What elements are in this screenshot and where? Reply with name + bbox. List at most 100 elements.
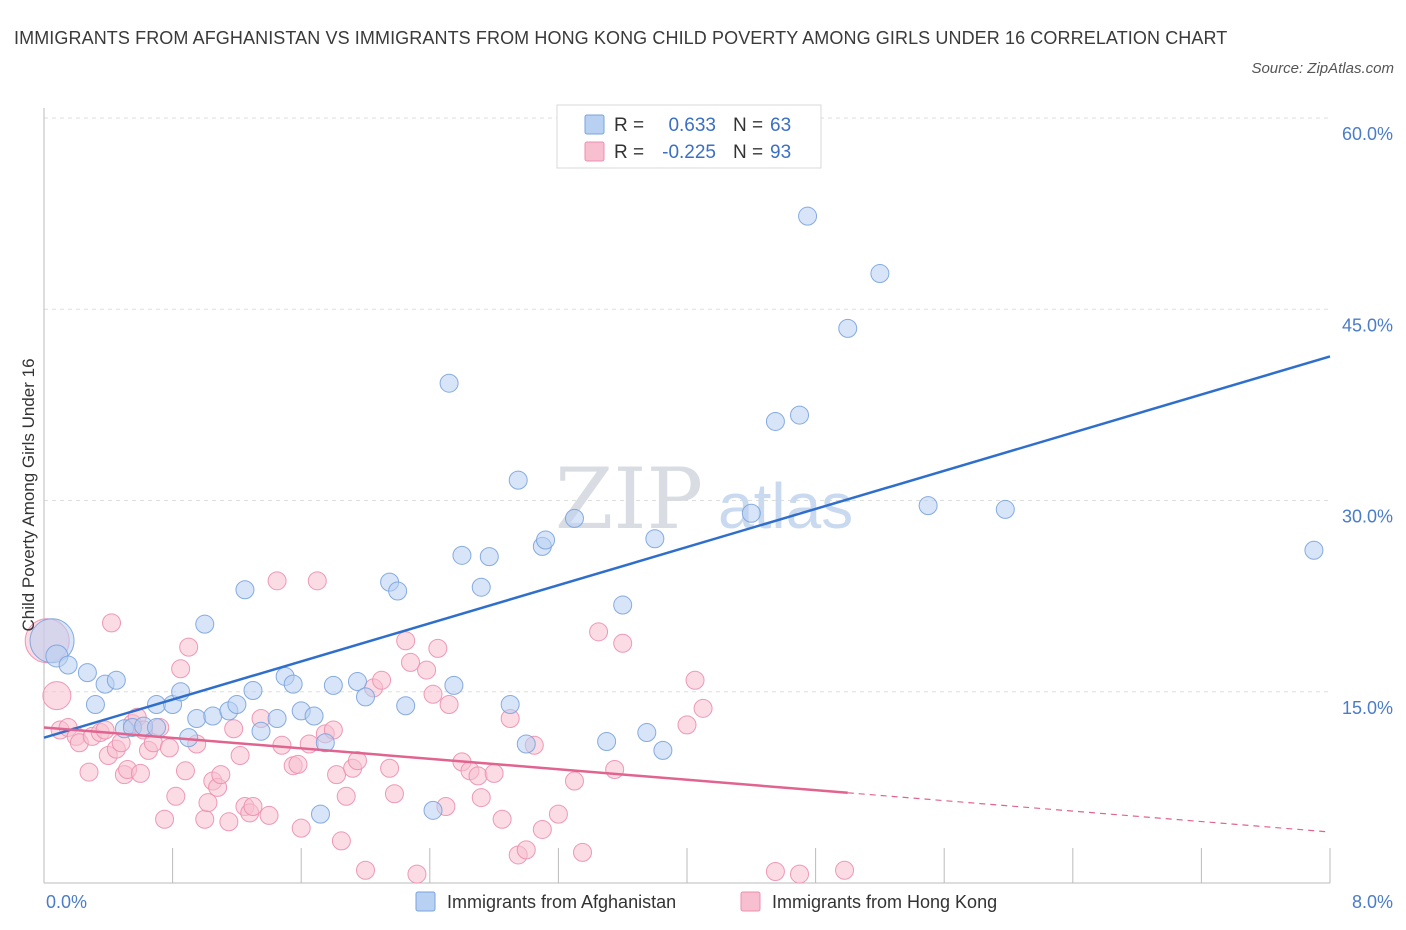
hongkong-point: [685, 670, 705, 690]
hongkong-point: [384, 784, 404, 804]
hongkong-point: [42, 681, 72, 711]
hongkong-point: [211, 765, 231, 785]
x-tick-label: 8.0%: [1352, 892, 1393, 912]
hongkong-point: [198, 793, 218, 813]
y-tick-labels: 15.0% 30.0% 45.0% 60.0%: [1342, 124, 1393, 718]
hongkong-point: [159, 738, 179, 758]
legend-r-label: R =: [614, 115, 644, 136]
afghanistan-point: [315, 733, 335, 753]
bottom-legend: Immigrants from Afghanistan Immigrants f…: [415, 891, 997, 912]
hongkong-point: [548, 804, 568, 824]
legend-r-label: R =: [614, 142, 644, 163]
afghanistan-point: [444, 675, 464, 695]
hongkong-point: [307, 571, 327, 591]
hongkong-point: [259, 805, 279, 825]
afghanistan-point: [251, 721, 271, 741]
trend-lines: [43, 355, 1331, 833]
legend-r-value: 0.633: [668, 115, 716, 136]
hongkong-point: [288, 754, 308, 774]
afghanistan-point: [147, 717, 167, 737]
afghanistan-point: [195, 614, 215, 634]
hongkong-point: [166, 786, 186, 806]
hongkong-point: [267, 571, 287, 591]
hongkong-point: [417, 660, 437, 680]
hongkong-point: [428, 638, 448, 658]
hongkong-point: [471, 788, 491, 808]
hongkong-point: [224, 719, 244, 739]
hongkong-point: [175, 761, 195, 781]
afghanistan-point: [1304, 540, 1324, 560]
afghanistan-point: [452, 545, 472, 565]
hongkong-point: [230, 746, 250, 765]
hongkong-point: [492, 809, 512, 829]
hongkong-point: [130, 763, 150, 783]
afghanistan-point: [388, 581, 408, 601]
hongkong-point: [439, 695, 459, 714]
afghanistan-point: [235, 580, 255, 600]
afghanistan-point: [613, 595, 633, 615]
hongkong-point: [407, 864, 427, 884]
afghanistan-point: [77, 663, 97, 683]
afghanistan-point: [85, 695, 105, 714]
afghanistan-point: [870, 264, 890, 284]
hongkong-point: [95, 720, 115, 740]
hongkong-point: [380, 758, 400, 778]
legend-r-value: -0.225: [662, 142, 716, 163]
hongkong-point: [516, 840, 536, 860]
legend: R = 0.633 N = 63 R = -0.225 N = 93: [556, 104, 822, 169]
afghanistan-point: [106, 670, 126, 690]
afghanistan-point: [439, 373, 459, 393]
afghanistan-point: [203, 706, 223, 726]
afghanistan-point: [283, 674, 303, 694]
bottom-legend-swatch-hongkong: [740, 891, 761, 912]
hongkong-point: [564, 771, 584, 791]
afghanistan-point: [645, 529, 665, 549]
hongkong-point: [677, 715, 697, 735]
hongkong-point: [336, 786, 356, 806]
hongkong-point: [605, 760, 625, 780]
afghanistan-point: [564, 508, 584, 528]
afghanistan-point: [637, 723, 657, 743]
x-tick-label: 0.0%: [46, 892, 87, 912]
hongkong-point: [573, 842, 593, 862]
watermark: ZIP atlas: [555, 450, 853, 548]
chart-source: Source: ZipAtlas.com: [1251, 60, 1394, 77]
afghanistan-point: [653, 740, 673, 760]
afghanistan-point: [500, 695, 520, 714]
hongkong-point: [835, 860, 855, 880]
hongkong-point: [179, 637, 199, 657]
hongkong-point: [401, 652, 421, 672]
afghanistan-point: [243, 680, 263, 700]
hongkong-point: [327, 765, 347, 785]
bottom-legend-afghanistan: Immigrants from Afghanistan: [447, 892, 676, 912]
hongkong-point: [613, 633, 633, 653]
legend-swatch-hongkong: [584, 141, 605, 162]
hongkong-point: [484, 763, 504, 783]
hongkong-point: [291, 818, 311, 838]
afghanistan-point: [304, 706, 324, 726]
hongkong-point: [468, 766, 488, 786]
afghanistan-point: [536, 530, 556, 550]
hongkong-point: [347, 751, 367, 771]
watermark-zip: ZIP: [555, 450, 703, 548]
hongkong-point: [243, 797, 263, 816]
legend-n-value: 63: [770, 115, 791, 136]
afghanistan-point: [396, 696, 416, 716]
x-tick-labels: 0.0% 8.0%: [46, 892, 1393, 912]
y-tick-label: 15.0%: [1342, 698, 1393, 718]
afghanistan-point: [310, 804, 330, 824]
hongkong-point: [331, 831, 351, 851]
trend-line-afghanistan: [43, 355, 1331, 739]
afghanistan-point: [995, 499, 1015, 519]
trend-line-hongkong-extension: [847, 792, 1331, 833]
bottom-legend-hongkong: Immigrants from Hong Kong: [772, 892, 997, 912]
trend-line-hongkong: [43, 726, 848, 795]
y-tick-label: 30.0%: [1342, 507, 1393, 527]
afghanistan-point: [765, 411, 785, 431]
afghanistan-point: [323, 675, 343, 695]
legend-n-value: 93: [770, 142, 791, 163]
afghanistan-point: [227, 695, 247, 714]
afghanistan-point: [597, 731, 617, 751]
afghanistan-point: [790, 405, 810, 425]
